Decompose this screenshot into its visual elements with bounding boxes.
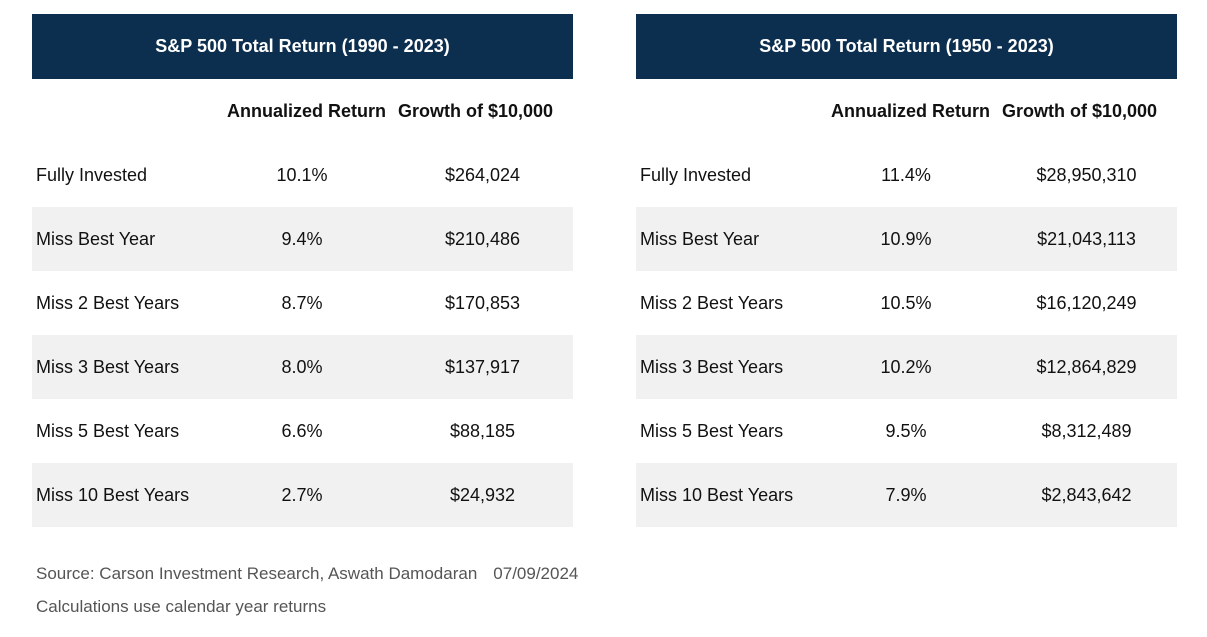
growth-cell: $2,843,642 xyxy=(1041,484,1132,505)
growth-cell: $210,486 xyxy=(444,228,521,249)
growth-cell: $8,312,489 xyxy=(1041,420,1132,441)
table-row: Miss Best Year 9.4% $210,486 xyxy=(32,207,573,271)
row-label: Miss Best Year xyxy=(36,228,156,249)
annualized-return-cell: 11.4% xyxy=(881,164,931,185)
table-row: Miss Best Year 10.9% $21,043,113 xyxy=(636,207,1177,271)
growth-cell: $12,864,829 xyxy=(1036,356,1137,377)
annualized-return-cell: 8.7% xyxy=(281,292,323,313)
growth-cell: $21,043,113 xyxy=(1037,228,1136,249)
growth-cell: $264,024 xyxy=(444,164,521,185)
column-headers: Annualized Return Growth of $10,000 xyxy=(636,79,1177,143)
table-row: Miss 3 Best Years 8.0% $137,917 xyxy=(32,335,573,399)
growth-cell: $16,120,249 xyxy=(1036,292,1137,313)
source-text: Source: Carson Investment Research, Aswa… xyxy=(36,564,478,583)
footnotes: Source: Carson Investment Research, Aswa… xyxy=(36,561,578,627)
table-row: Fully Invested 10.1% $264,024 xyxy=(32,143,573,207)
calculation-note: Calculations use calendar year returns xyxy=(36,597,327,616)
row-label: Fully Invested xyxy=(36,164,148,185)
row-label: Miss 2 Best Years xyxy=(640,292,784,313)
annualized-return-cell: 9.5% xyxy=(885,420,927,441)
table-title: S&P 500 Total Return (1990 - 2023) xyxy=(32,14,573,79)
row-label: Miss 3 Best Years xyxy=(640,356,784,377)
annualized-return-cell: 10.2% xyxy=(880,356,932,377)
table-row: Miss 2 Best Years 8.7% $170,853 xyxy=(32,271,573,335)
table-row: Miss 5 Best Years 6.6% $88,185 xyxy=(32,399,573,463)
row-label: Miss 3 Best Years xyxy=(36,356,180,377)
column-header-annualized-return: Annualized Return xyxy=(830,100,990,121)
table-row: Miss 10 Best Years 7.9% $2,843,642 xyxy=(636,463,1177,527)
table-row: Fully Invested 11.4% $28,950,310 xyxy=(636,143,1177,207)
table-row: Miss 10 Best Years 2.7% $24,932 xyxy=(32,463,573,527)
annualized-return-cell: 6.6% xyxy=(281,420,323,441)
row-label: Miss 10 Best Years xyxy=(640,484,794,505)
annualized-return-cell: 9.4% xyxy=(281,228,323,249)
table-title: S&P 500 Total Return (1950 - 2023) xyxy=(636,14,1177,79)
growth-cell: $170,853 xyxy=(444,292,521,313)
row-label: Miss 10 Best Years xyxy=(36,484,190,505)
growth-cell: $137,917 xyxy=(444,356,521,377)
annualized-return-cell: 2.7% xyxy=(281,484,323,505)
row-label: Miss 5 Best Years xyxy=(640,420,784,441)
growth-cell: $28,950,310 xyxy=(1036,164,1137,185)
row-label: Fully Invested xyxy=(640,164,752,185)
table-panel-1990-2023: S&P 500 Total Return (1990 - 2023) Annua… xyxy=(32,14,573,527)
row-label: Miss 2 Best Years xyxy=(36,292,180,313)
table-row: Miss 2 Best Years 10.5% $16,120,249 xyxy=(636,271,1177,335)
growth-cell: $24,932 xyxy=(449,484,516,505)
source-line: Source: Carson Investment Research, Aswa… xyxy=(36,561,578,594)
annualized-return-cell: 8.0% xyxy=(281,356,323,377)
growth-cell: $88,185 xyxy=(449,420,516,441)
row-label: Miss 5 Best Years xyxy=(36,420,180,441)
table-panel-1950-2023: S&P 500 Total Return (1950 - 2023) Annua… xyxy=(636,14,1177,527)
annualized-return-cell: 7.9% xyxy=(885,484,927,505)
annualized-return-cell: 10.1% xyxy=(276,164,328,185)
annualized-return-cell: 10.5% xyxy=(880,292,932,313)
column-header-growth: Growth of $10,000 xyxy=(1002,100,1158,121)
source-date: 07/09/2024 xyxy=(493,564,579,583)
annualized-return-cell: 10.9% xyxy=(880,228,932,249)
column-header-growth: Growth of $10,000 xyxy=(398,100,554,121)
row-label: Miss Best Year xyxy=(640,228,760,249)
column-headers: Annualized Return Growth of $10,000 xyxy=(32,79,573,143)
table-row: Miss 3 Best Years 10.2% $12,864,829 xyxy=(636,335,1177,399)
column-header-annualized-return: Annualized Return xyxy=(226,100,386,121)
table-row: Miss 5 Best Years 9.5% $8,312,489 xyxy=(636,399,1177,463)
